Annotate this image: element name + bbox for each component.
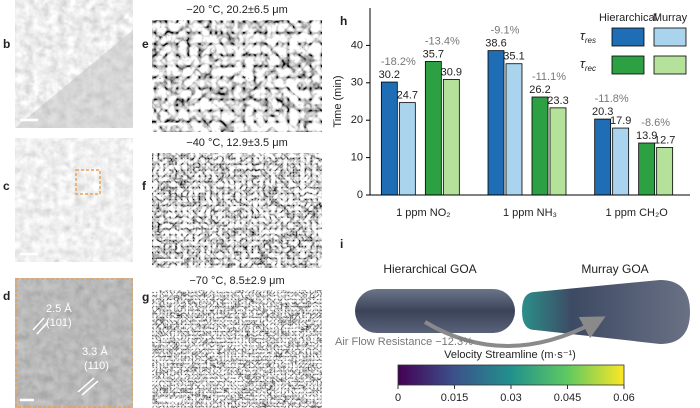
model-label: Murray GOA <box>581 262 648 276</box>
legend-column: Hierarchical <box>599 12 657 24</box>
difference-label: -8.6% <box>641 117 670 129</box>
legend-symbol: τ <box>580 56 586 71</box>
value-label: 13.9 <box>636 130 657 142</box>
panel-label: e <box>142 37 149 51</box>
bar <box>594 118 612 196</box>
bar <box>612 127 630 196</box>
y-axis-label: Time (min) <box>332 75 344 127</box>
panel-label: i <box>340 237 343 251</box>
y-tick-label: 30 <box>351 77 363 89</box>
sem-image <box>152 290 322 408</box>
lattice-spacing: 3.3 Å <box>82 345 108 358</box>
y-tick-label: 10 <box>351 152 363 164</box>
value-label: 12.7 <box>654 134 675 146</box>
panel-label: c <box>3 179 10 193</box>
zoom-frame <box>15 278 133 408</box>
lattice-plane: (101) <box>46 317 72 329</box>
difference-label: -11.1% <box>532 71 566 83</box>
fringe <box>36 321 49 335</box>
scale-bars <box>20 118 182 402</box>
difference-label: -9.1% <box>491 25 520 37</box>
bar <box>656 147 674 196</box>
legend-column: Murray <box>653 12 688 24</box>
x-tick-label: 1 ppm CH₂O <box>605 207 668 219</box>
sem-image <box>152 20 322 132</box>
hrtem-texture <box>15 278 133 408</box>
bar <box>380 81 398 196</box>
value-label: 38.6 <box>485 38 506 50</box>
panel-label: f <box>142 179 147 193</box>
legend-subscript: res <box>585 36 596 45</box>
fringe <box>32 317 45 331</box>
colorbar <box>397 364 625 386</box>
annotation: Air Flow Resistance −12.3% <box>335 336 473 348</box>
value-label: 24.7 <box>397 90 418 102</box>
bar <box>398 102 416 196</box>
legend-row: τres <box>580 28 596 45</box>
sem-image <box>152 153 322 268</box>
tem-image <box>15 138 133 262</box>
colorbar-tick-label: 0.015 <box>441 392 469 404</box>
colorbar-tick-label: 0.03 <box>500 392 521 404</box>
lattice-plane: (110) <box>84 360 109 372</box>
panel-labels: b c d e f g h i <box>3 14 347 304</box>
y-tick-label: 40 <box>351 39 363 51</box>
bar <box>424 61 442 196</box>
colorbar-tick-label: 0 <box>395 392 401 404</box>
zoom-box <box>75 169 101 195</box>
bar <box>638 142 656 196</box>
value-label: 35.7 <box>423 48 444 60</box>
legend-swatch <box>653 27 687 47</box>
colorbar-tick-label: 0.045 <box>554 392 582 404</box>
sem-caption: −70 °C, 8.5±2.9 μm <box>189 275 284 287</box>
panel-label: h <box>340 14 347 28</box>
legend-subscript: rec <box>585 64 596 73</box>
y-tick-label: 0 <box>357 189 363 201</box>
bar <box>442 79 460 196</box>
bar <box>505 63 523 196</box>
legend-row: τrec <box>580 56 596 73</box>
value-label: 17.9 <box>610 115 631 127</box>
fringe <box>77 377 95 393</box>
model-label: Hierarchical GOA <box>383 262 476 276</box>
panel-label: g <box>142 290 149 304</box>
legend-symbol: τ <box>580 28 586 43</box>
sem-caption: −20 °C, 20.2±6.5 μm <box>186 4 287 16</box>
x-tick-label: 1 ppm NO₂ <box>396 207 450 219</box>
legend-swatch <box>611 27 645 47</box>
x-tick-label: 1 ppm NH₃ <box>503 207 557 219</box>
panel-label: b <box>3 37 10 51</box>
bar <box>531 96 549 196</box>
difference-label: -11.8% <box>595 93 629 105</box>
lattice-spacing: 2.5 Å <box>46 302 72 315</box>
tem-edge <box>15 30 133 128</box>
legend-swatch <box>653 55 687 75</box>
y-tick-label: 20 <box>351 114 363 126</box>
bar <box>487 50 505 196</box>
difference-label: -18.2% <box>381 56 416 68</box>
fringe <box>81 380 99 396</box>
difference-label: -13.4% <box>425 35 460 47</box>
murray-model <box>522 280 690 344</box>
bar <box>549 107 567 196</box>
flow-arrow <box>423 316 606 348</box>
value-label: 20.3 <box>592 106 613 118</box>
value-label: 35.1 <box>503 51 524 63</box>
sem-caption: −40 °C, 12.9±3.5 μm <box>186 137 287 149</box>
value-label: 30.9 <box>441 66 462 78</box>
value-label: 23.3 <box>547 95 568 107</box>
colorbar-label: Velocity Streamline (m·s⁻¹) <box>444 349 576 361</box>
hierarchical-model <box>355 289 515 333</box>
value-label: 30.2 <box>379 69 400 81</box>
legend-swatch <box>611 55 645 75</box>
colorbar-tick-label: 0.06 <box>613 392 634 404</box>
value-label: 26.2 <box>529 84 550 96</box>
panel-label: d <box>3 289 10 303</box>
